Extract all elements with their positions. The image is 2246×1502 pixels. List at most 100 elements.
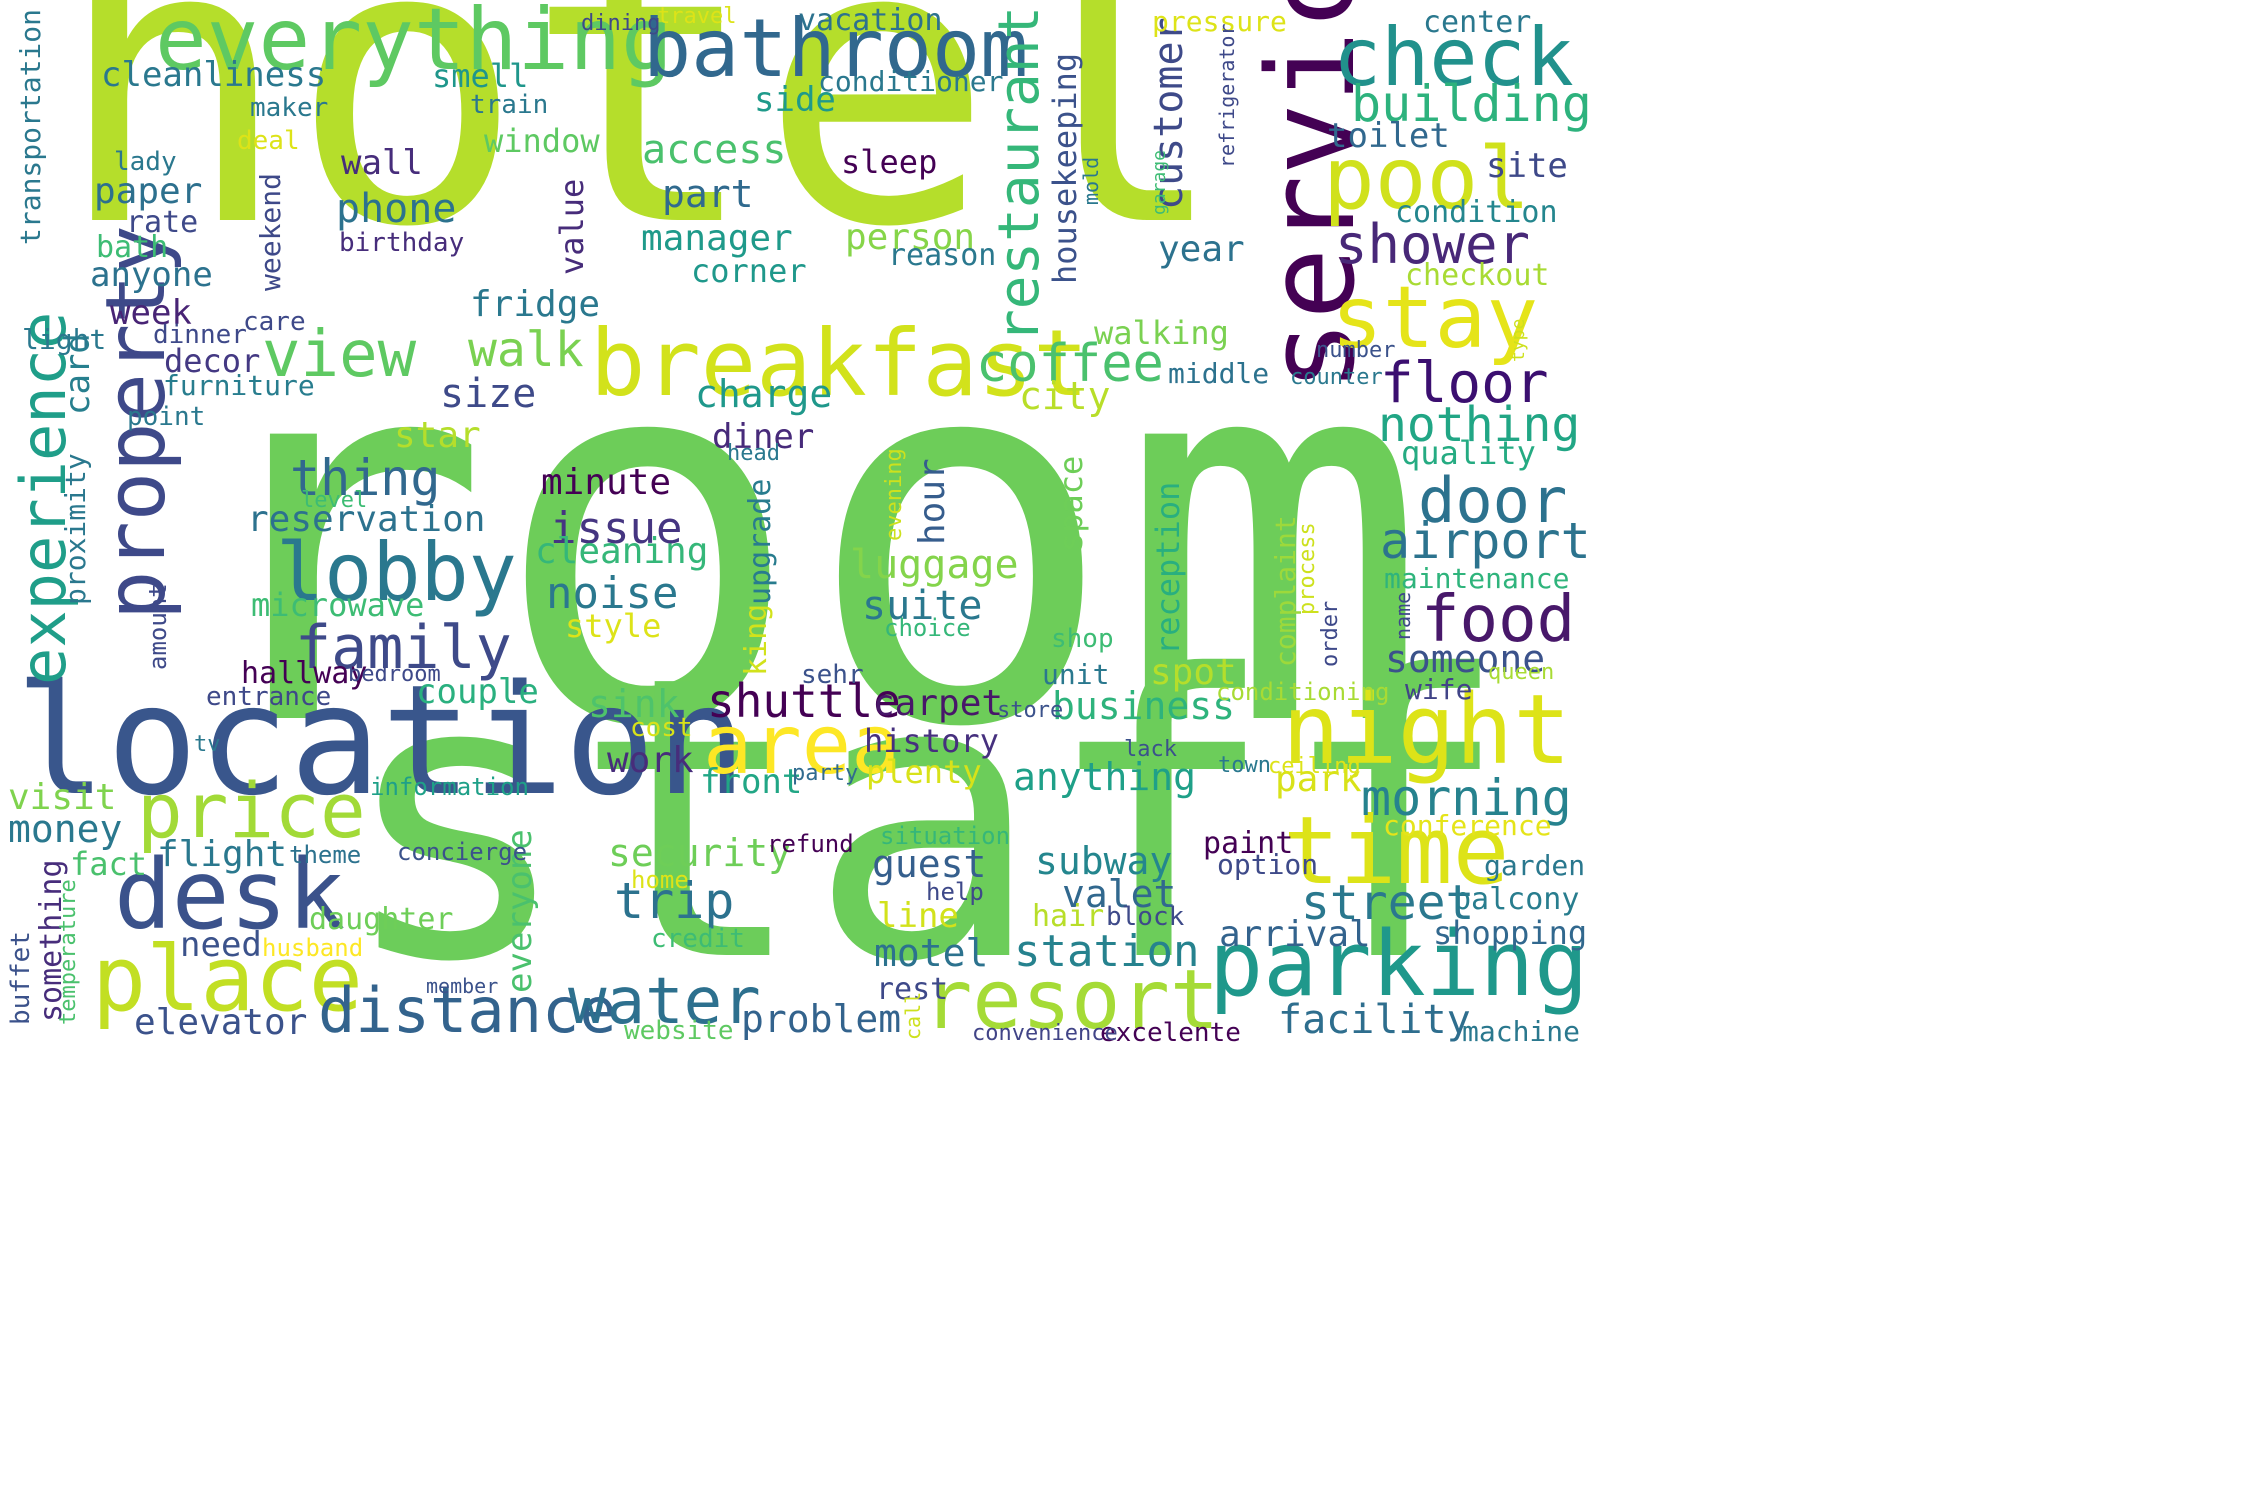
word-time: time — [1283, 797, 1510, 906]
word-counter: counter — [1290, 365, 1383, 390]
word-value: value — [553, 178, 591, 275]
word-family: family — [295, 613, 512, 683]
word-train: train — [470, 90, 549, 120]
word-motel: motel — [874, 931, 989, 975]
word-queen: queen — [1488, 660, 1555, 685]
word-lady: lady — [114, 147, 177, 177]
word-light: light — [22, 323, 107, 356]
word-nothing: nothing — [1378, 397, 1581, 453]
word-pool: pool — [1323, 129, 1531, 229]
word-someone: someone — [1385, 637, 1546, 681]
word-space: space — [1052, 455, 1090, 552]
word-shopping: shopping — [1433, 914, 1588, 952]
word-reason: reason — [888, 238, 997, 273]
word-king: king — [739, 603, 774, 676]
word-balcony: balcony — [1453, 882, 1580, 917]
word-year: year — [1158, 229, 1245, 270]
word-anyone: anyone — [90, 255, 213, 295]
word-checkout: checkout — [1405, 258, 1550, 293]
word-type: type — [1508, 318, 1529, 362]
word-toilet: toilet — [1327, 116, 1450, 156]
word-site: site — [1486, 146, 1568, 186]
word-style: style — [565, 607, 662, 645]
word-area: area — [703, 698, 901, 793]
word-line: line — [877, 896, 959, 936]
word-process: process — [1295, 522, 1320, 615]
word-fridge: fridge — [470, 284, 601, 325]
word-diner: diner — [712, 417, 815, 457]
word-cost: cost — [630, 713, 693, 743]
word-place: place — [92, 927, 363, 1032]
word-buffet: buffet — [6, 931, 36, 1025]
word-noise: noise — [546, 568, 679, 619]
word-credit: credit — [651, 924, 745, 954]
word-anything: anything — [1013, 755, 1197, 799]
word-member: member — [426, 974, 499, 998]
word-door: door — [1418, 464, 1568, 537]
word-parking: parking — [1209, 912, 1589, 1017]
word-visit: visit — [8, 777, 117, 818]
word-unit: unit — [1042, 658, 1110, 691]
word-paper: paper — [94, 171, 203, 212]
word-part: part — [662, 172, 754, 216]
word-desk: desk — [114, 839, 346, 951]
word-staff: staff — [338, 593, 1512, 1047]
word-park: park — [1275, 759, 1362, 800]
word-excelente: excelente — [1100, 1018, 1241, 1048]
word-trip: trip — [614, 872, 735, 930]
word-week: week — [110, 293, 192, 333]
word-name: name — [1391, 591, 1415, 640]
word-conditioner: conditioner — [818, 65, 1004, 98]
word-stay: stay — [1331, 268, 1539, 368]
word-entrance: entrance — [206, 682, 332, 712]
word-sink: sink — [588, 682, 680, 726]
word-microwave: microwave — [251, 586, 425, 624]
word-daughter: daughter — [309, 902, 454, 937]
word-bath: bath — [96, 230, 169, 265]
word-size: size — [440, 371, 537, 417]
word-dinner: dinner — [153, 320, 247, 350]
word-plenty: plenty — [866, 753, 982, 791]
word-phone: phone — [336, 186, 457, 232]
word-housekeeping: housekeeping — [1046, 52, 1084, 284]
word-person: person — [845, 217, 976, 258]
word-facility: facility — [1278, 997, 1471, 1043]
word-option: option — [1217, 848, 1319, 881]
word-fact: fact — [70, 845, 148, 883]
word-shower: shower — [1335, 213, 1531, 276]
word-refrigerator: refrigerator — [1215, 23, 1239, 169]
word-conference: conference — [1383, 809, 1552, 842]
word-front: front — [700, 762, 803, 802]
word-walk: walk — [468, 322, 584, 378]
word-amount: amount — [144, 583, 172, 670]
word-thing: thing — [290, 449, 441, 507]
word-subway: subway — [1035, 839, 1173, 883]
word-travel: travel — [657, 4, 737, 29]
word-suite: suite — [862, 583, 983, 629]
word-condition: condition — [1395, 195, 1558, 230]
word-restaurant: restaurant — [987, 5, 1052, 343]
word-flight: flight — [157, 834, 288, 875]
word-cleaning: cleaning — [535, 531, 709, 572]
word-convenience: convenience — [972, 1021, 1118, 1046]
word-tv: tv — [194, 732, 221, 757]
word-manager: manager — [641, 218, 793, 259]
word-room: room — [178, 235, 1431, 841]
word-care: care — [243, 307, 306, 337]
word-work: work — [607, 740, 694, 781]
word-birthday: birthday — [339, 228, 465, 258]
word-temperature: temperature — [56, 879, 81, 1025]
word-carpet: carpet — [873, 683, 1004, 724]
word-transportation: transportation — [14, 8, 47, 245]
word-breakfast: breakfast — [590, 310, 1089, 417]
word-minute: minute — [541, 462, 672, 503]
word-need: need — [180, 925, 262, 965]
word-website: website — [624, 1016, 734, 1046]
word-walking: walking — [1094, 314, 1229, 352]
word-cleanliness: cleanliness — [101, 55, 327, 95]
word-wife: wife — [1405, 673, 1473, 706]
word-head: head — [727, 441, 780, 466]
word-security: security — [608, 831, 792, 875]
word-reception: reception — [1149, 481, 1187, 655]
word-mold: mold — [1079, 156, 1103, 205]
